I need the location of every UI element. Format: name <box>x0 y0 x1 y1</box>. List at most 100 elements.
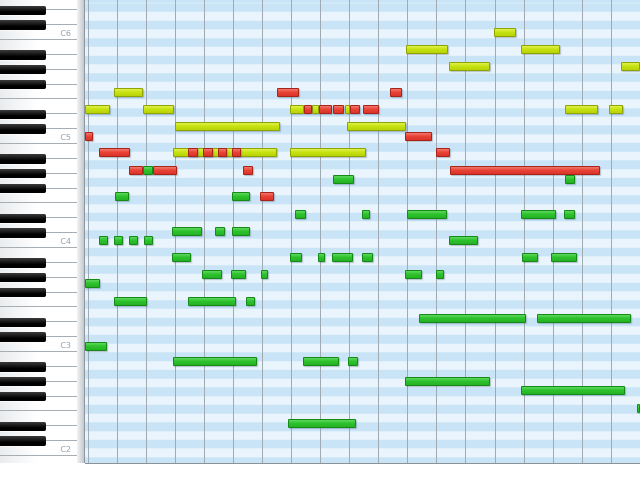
midi-note-green[interactable] <box>232 227 250 236</box>
piano-key-black[interactable] <box>0 362 46 372</box>
note-grid[interactable] <box>85 0 640 464</box>
midi-note-green[interactable] <box>231 270 246 279</box>
midi-note-green[interactable] <box>246 297 255 306</box>
midi-note-yellow[interactable] <box>143 105 174 114</box>
midi-note-green[interactable] <box>172 253 191 262</box>
midi-note-green[interactable] <box>522 253 538 262</box>
piano-key-black[interactable] <box>0 258 46 268</box>
midi-note-red[interactable] <box>99 148 130 157</box>
midi-note-green[interactable] <box>407 210 447 219</box>
midi-note-red[interactable] <box>232 148 241 157</box>
midi-note-green[interactable] <box>303 357 339 366</box>
midi-note-green[interactable] <box>172 227 202 236</box>
midi-note-yellow[interactable] <box>345 105 350 114</box>
midi-note-yellow[interactable] <box>347 122 406 131</box>
midi-note-green[interactable] <box>449 236 478 245</box>
piano-key-black[interactable] <box>0 79 46 90</box>
midi-note-yellow[interactable] <box>449 62 490 71</box>
piano-key-black[interactable] <box>0 154 46 164</box>
piano-key-black[interactable] <box>0 421 46 431</box>
midi-note-green[interactable] <box>188 297 236 306</box>
midi-note-red[interactable] <box>405 132 432 141</box>
piano-key-black[interactable] <box>0 228 46 238</box>
midi-note-red[interactable] <box>243 166 253 175</box>
piano-key-black[interactable] <box>0 183 46 194</box>
piano-key-white[interactable] <box>0 456 77 463</box>
midi-note-green[interactable] <box>564 210 575 219</box>
midi-note-green[interactable] <box>565 175 575 184</box>
midi-note-yellow[interactable] <box>494 28 516 37</box>
midi-note-yellow[interactable] <box>312 105 319 114</box>
midi-note-yellow[interactable] <box>290 148 366 157</box>
midi-note-green[interactable] <box>537 314 631 323</box>
midi-note-green[interactable] <box>333 175 354 184</box>
midi-note-green[interactable] <box>288 419 356 428</box>
midi-note-yellow[interactable] <box>114 88 143 97</box>
piano-key-black[interactable] <box>0 317 46 327</box>
piano-key-black[interactable] <box>0 50 46 60</box>
midi-note-red[interactable] <box>319 105 332 114</box>
piano-key-black[interactable] <box>0 391 46 402</box>
midi-note-green[interactable] <box>115 192 129 201</box>
midi-note-green[interactable] <box>114 236 123 245</box>
midi-note-yellow[interactable] <box>521 45 560 54</box>
piano-key-black[interactable] <box>0 124 46 134</box>
piano-keyboard[interactable]: C6 C5 C4 C3 C2 <box>0 0 77 463</box>
midi-note-green[interactable] <box>143 166 153 175</box>
midi-note-green[interactable] <box>318 253 325 262</box>
midi-note-green[interactable] <box>405 270 422 279</box>
midi-note-green[interactable] <box>85 279 100 288</box>
midi-note-green[interactable] <box>405 377 490 386</box>
midi-note-green[interactable] <box>232 192 250 201</box>
midi-note-green[interactable] <box>521 210 556 219</box>
midi-note-yellow[interactable] <box>290 105 304 114</box>
midi-note-green[interactable] <box>99 236 108 245</box>
midi-note-red[interactable] <box>350 105 360 114</box>
midi-note-red[interactable] <box>333 105 344 114</box>
piano-key-black[interactable] <box>0 20 46 30</box>
midi-note-green[interactable] <box>129 236 138 245</box>
midi-note-yellow[interactable] <box>175 122 280 131</box>
midi-note-red[interactable] <box>450 166 600 175</box>
midi-note-red[interactable] <box>129 166 143 175</box>
midi-note-red[interactable] <box>390 88 402 97</box>
midi-note-green[interactable] <box>362 210 370 219</box>
midi-note-green[interactable] <box>521 386 625 395</box>
midi-note-green[interactable] <box>436 270 444 279</box>
midi-note-green[interactable] <box>114 297 147 306</box>
midi-note-red[interactable] <box>188 148 198 157</box>
midi-note-green[interactable] <box>85 342 107 351</box>
midi-note-green[interactable] <box>348 357 358 366</box>
piano-key-black[interactable] <box>0 287 46 298</box>
midi-note-green[interactable] <box>362 253 373 262</box>
midi-note-yellow[interactable] <box>565 105 598 114</box>
midi-note-green[interactable] <box>290 253 302 262</box>
midi-note-green[interactable] <box>173 357 257 366</box>
midi-note-red[interactable] <box>304 105 312 114</box>
piano-key-black[interactable] <box>0 332 46 342</box>
midi-note-green[interactable] <box>144 236 153 245</box>
piano-key-black[interactable] <box>0 436 46 446</box>
midi-note-yellow[interactable] <box>406 45 448 54</box>
piano-key-black[interactable] <box>0 213 46 223</box>
midi-note-green[interactable] <box>215 227 225 236</box>
midi-note-yellow[interactable] <box>609 105 623 114</box>
piano-key-black[interactable] <box>0 109 46 119</box>
midi-note-green[interactable] <box>419 314 526 323</box>
piano-key-black[interactable] <box>0 5 46 15</box>
piano-key-black[interactable] <box>0 273 46 283</box>
midi-note-red[interactable] <box>436 148 450 157</box>
midi-note-red[interactable] <box>363 105 379 114</box>
midi-note-green[interactable] <box>332 253 353 262</box>
midi-note-red[interactable] <box>218 148 227 157</box>
midi-note-yellow[interactable] <box>621 62 640 71</box>
midi-note-red[interactable] <box>85 132 93 141</box>
midi-note-red[interactable] <box>153 166 177 175</box>
midi-note-green[interactable] <box>202 270 222 279</box>
midi-note-red[interactable] <box>260 192 274 201</box>
midi-note-green[interactable] <box>295 210 306 219</box>
midi-note-green[interactable] <box>261 270 268 279</box>
midi-note-yellow[interactable] <box>85 105 110 114</box>
piano-key-black[interactable] <box>0 65 46 75</box>
midi-note-red[interactable] <box>203 148 213 157</box>
